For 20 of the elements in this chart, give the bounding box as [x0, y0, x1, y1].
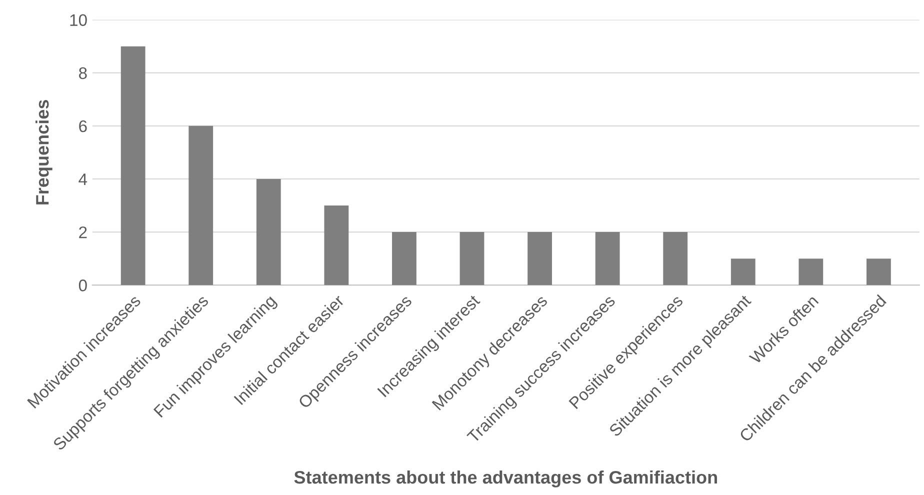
bar — [188, 126, 214, 286]
y-tick-label: 6 — [79, 120, 87, 132]
y-tick-label: 0 — [78, 280, 87, 292]
y-axis-title: Frequencies — [36, 100, 52, 204]
y-tick-label: 8 — [78, 67, 87, 80]
bar — [663, 232, 688, 286]
bar — [866, 258, 891, 286]
y-tick-label: 10 — [70, 14, 87, 26]
y-tick-label: 2 — [79, 226, 87, 238]
bar — [460, 232, 484, 286]
bar — [324, 206, 349, 286]
y-tick-label: 4 — [78, 174, 88, 186]
bar — [392, 232, 416, 286]
bar — [730, 258, 756, 286]
bar — [256, 178, 281, 286]
x-axis-title: Statements about the advantages of Gamifiaction — [294, 470, 717, 488]
bar — [798, 258, 824, 286]
bar — [528, 232, 552, 286]
bar — [595, 232, 620, 286]
bar — [120, 46, 146, 286]
